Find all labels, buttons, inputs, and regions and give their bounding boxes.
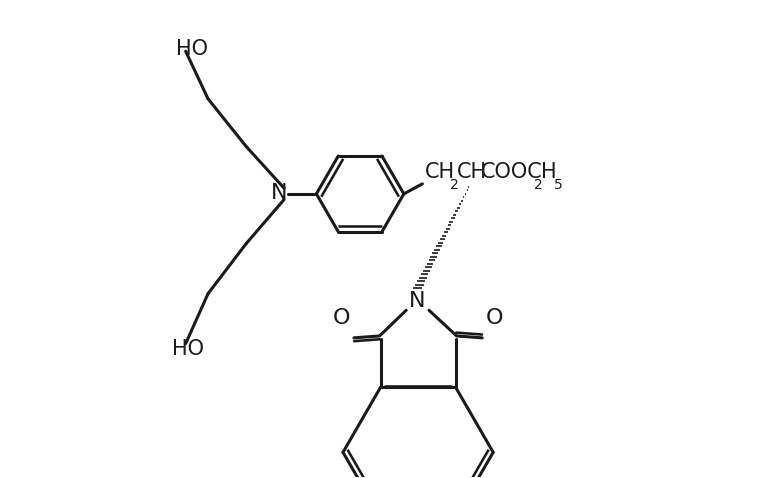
Text: N: N bbox=[271, 183, 288, 203]
Text: O: O bbox=[486, 308, 504, 328]
Text: CH: CH bbox=[457, 162, 486, 182]
Text: 2: 2 bbox=[534, 178, 543, 192]
Text: 2: 2 bbox=[450, 178, 459, 192]
Text: O: O bbox=[333, 308, 350, 328]
Text: HO: HO bbox=[176, 39, 208, 59]
Text: H: H bbox=[540, 162, 556, 182]
Text: HO: HO bbox=[172, 339, 204, 359]
Text: CH: CH bbox=[425, 162, 455, 182]
Text: 5: 5 bbox=[554, 178, 562, 192]
Text: N: N bbox=[409, 291, 426, 311]
Text: COOC: COOC bbox=[481, 162, 543, 182]
